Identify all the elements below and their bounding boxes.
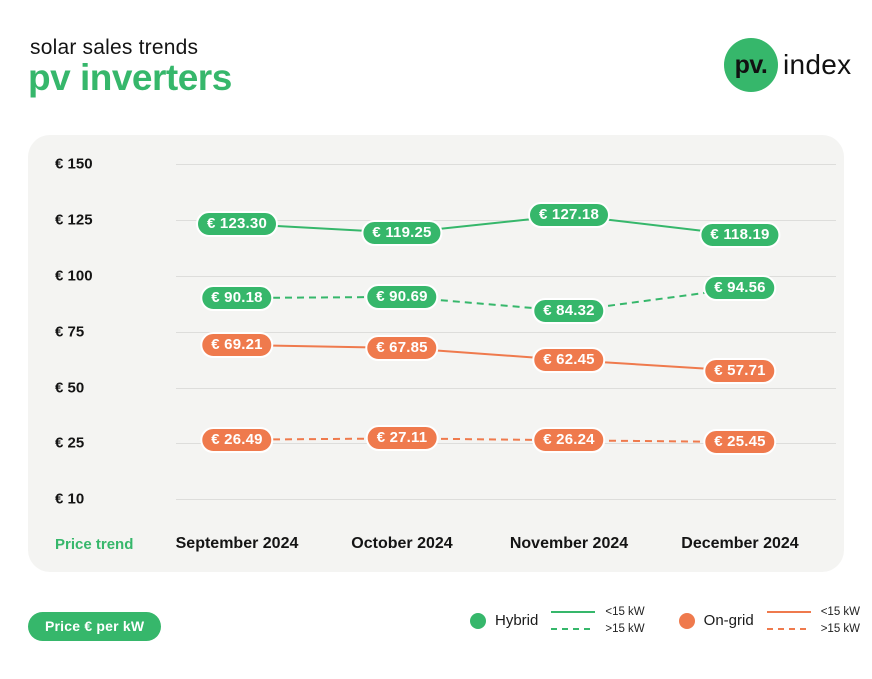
data-point-label: € 25.45 [703, 429, 777, 455]
data-point-label: € 62.45 [532, 347, 606, 374]
x-axis-label: September 2024 [175, 535, 299, 552]
data-point-label: € 118.19 [699, 222, 781, 249]
legend-entry-label: >15 kW [605, 623, 645, 635]
legend-entry: >15 kW [766, 623, 861, 635]
legend-entry-label: <15 kW [605, 606, 645, 618]
y-axis-tick-label: € 150 [55, 155, 93, 173]
legend-group-hybrid: Hybrid <15 kW >15 kW [470, 606, 645, 635]
series-line-on-grid-15-kw [236, 344, 741, 372]
legend-entry-label: >15 kW [820, 623, 861, 635]
solid-line-icon [766, 611, 811, 613]
gridline [176, 164, 836, 165]
series-lines [236, 214, 741, 443]
legend-entry: <15 kW [551, 606, 645, 618]
legend-group-on-grid: On-grid <15 kW >15 kW [678, 606, 861, 635]
legend-line-samples: <15 kW >15 kW [766, 606, 861, 635]
data-point-label: € 127.18 [528, 202, 610, 229]
logo-circle-icon: pv. [724, 38, 778, 92]
legend-line-samples: <15 kW >15 kW [551, 606, 645, 635]
data-point-label: € 67.85 [365, 335, 439, 361]
data-point-label: € 27.11 [365, 425, 439, 452]
data-point-label: € 123.30 [196, 210, 278, 237]
series-line-hybrid-15-kw [236, 287, 741, 313]
y-axis-tick-label: € 50 [55, 379, 85, 397]
x-axis-title: Price trend [55, 536, 134, 553]
chart-legend: Hybrid <15 kW >15 kW On-grid <15 kW >15 kW [470, 606, 860, 635]
y-axis-tick-label: € 100 [55, 267, 93, 285]
series-line-hybrid-15-kw [236, 214, 741, 237]
series-line-on-grid-15-kw [236, 437, 741, 443]
y-axis-tick-label: € 125 [55, 211, 93, 229]
data-point-label: € 94.56 [703, 275, 777, 302]
y-axis-tick-label: € 75 [55, 323, 85, 341]
x-axis-label: December 2024 [681, 535, 799, 552]
unit-badge: Price € per kW [28, 612, 162, 641]
data-point-label: € 84.32 [532, 298, 606, 325]
data-point-label: € 90.18 [200, 285, 274, 311]
gridline [176, 443, 836, 444]
dashed-line-icon [766, 628, 811, 630]
x-axis-label: November 2024 [509, 535, 629, 552]
page-subtitle: solar sales trends [30, 36, 199, 59]
pv-index-logo: pv. index [724, 38, 851, 92]
solid-line-icon [551, 611, 596, 613]
gridline [176, 332, 836, 333]
y-axis-tick-label: € 25 [55, 434, 85, 452]
chart-card: Price trend € 150 € 125 € 100 € 75 € 50 € 25 €… [28, 135, 844, 572]
gridline [176, 220, 836, 221]
legend-entry: >15 kW [551, 623, 645, 635]
gridline [176, 276, 836, 277]
gridline [176, 499, 836, 500]
x-axis-label: October 2024 [351, 535, 453, 552]
page-title: pv inverters [28, 57, 232, 98]
legend-dot-icon [470, 612, 486, 629]
data-point-label: € 26.24 [532, 427, 606, 454]
legend-entry-label: <15 kW [820, 606, 861, 618]
legend-entry: <15 kW [766, 606, 861, 618]
legend-series-name: Hybrid [495, 612, 539, 629]
data-point-label: € 90.69 [365, 283, 439, 310]
data-point-label: € 26.49 [200, 426, 274, 453]
dashed-line-icon [551, 628, 596, 630]
legend-dot-icon [678, 612, 695, 629]
y-axis-tick-label: € 10 [55, 490, 85, 508]
data-point-label: € 69.21 [200, 332, 274, 358]
logo-wordmark: index [783, 49, 852, 80]
legend-series-name: On-grid [703, 612, 754, 629]
data-point-label: € 57.71 [703, 357, 777, 384]
data-point-label: € 119.25 [361, 219, 443, 246]
gridline [176, 388, 836, 389]
